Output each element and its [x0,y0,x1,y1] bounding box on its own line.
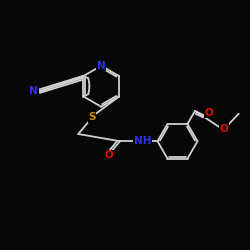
Text: O: O [220,124,228,134]
Text: S: S [88,112,96,122]
Text: N: N [97,61,106,71]
Text: O: O [105,150,114,160]
Text: N: N [30,86,38,96]
Text: O: O [204,108,213,118]
Text: NH: NH [134,136,151,146]
